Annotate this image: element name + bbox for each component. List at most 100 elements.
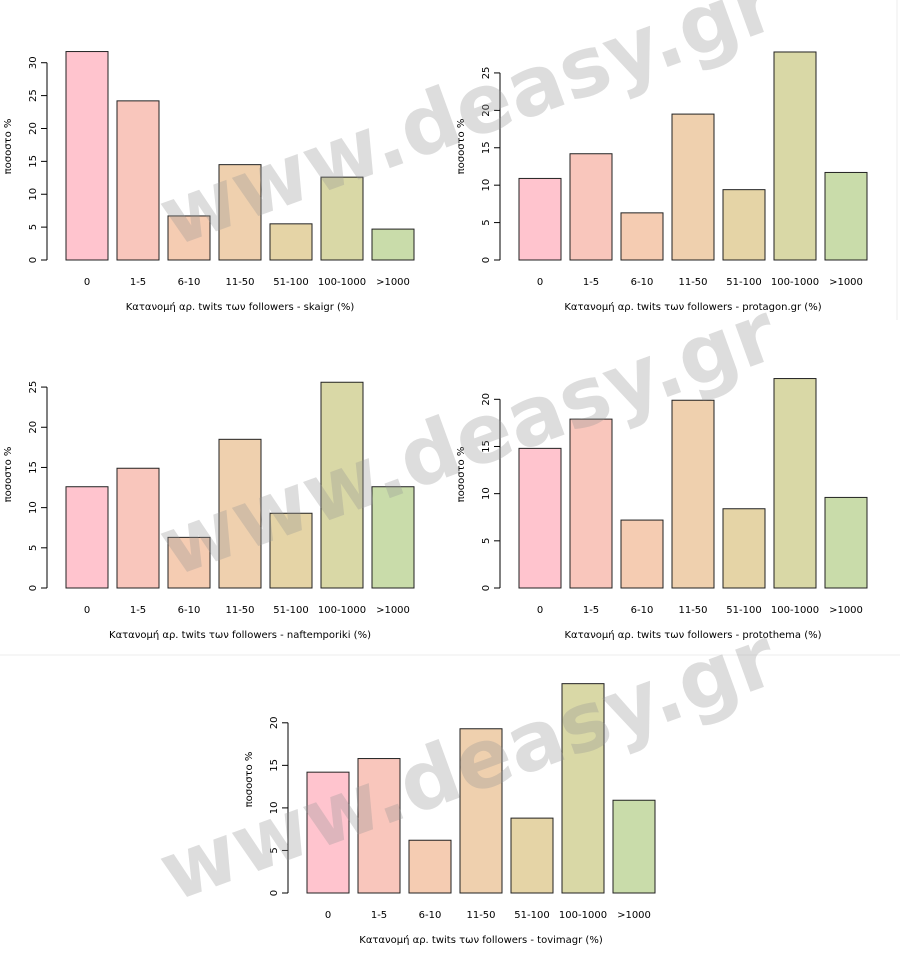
- y-tick-label: 25: [28, 381, 39, 394]
- y-tick-label: 10: [28, 501, 39, 514]
- x-axis-label: Κατανομή αρ. twits των followers - proto…: [564, 629, 821, 641]
- x-axis-label: Κατανομή αρ. twits των followers - tovim…: [359, 934, 603, 946]
- y-axis-label: ποσοστο %: [456, 447, 467, 503]
- x-tick-label: >1000: [617, 910, 651, 921]
- x-tick-label: >1000: [829, 605, 863, 616]
- x-tick-label: 0: [84, 605, 90, 616]
- bar: [65, 486, 109, 589]
- x-tick-label: 1-5: [130, 277, 146, 288]
- x-tick-label: 11-50: [678, 277, 707, 288]
- y-axis-label: ποσοστο %: [244, 752, 255, 808]
- bar: [320, 381, 364, 589]
- y-tick-label: 10: [481, 487, 492, 500]
- y-tick-label: 15: [481, 440, 492, 453]
- bar: [671, 113, 715, 261]
- x-tick-label: 1-5: [371, 910, 387, 921]
- y-tick-label: 15: [269, 759, 280, 772]
- x-tick-label: 6-10: [631, 605, 654, 616]
- bar: [167, 215, 211, 261]
- x-tick-label: 1-5: [130, 605, 146, 616]
- x-tick-label: 11-50: [466, 910, 495, 921]
- x-tick-label: 0: [325, 910, 331, 921]
- bar: [773, 378, 817, 589]
- x-tick-label: >1000: [376, 277, 410, 288]
- y-tick-label: 5: [28, 224, 39, 230]
- y-axis-label: ποσοστο %: [3, 447, 14, 503]
- x-tick-label: 51-100: [273, 605, 308, 616]
- y-tick-label: 15: [28, 155, 39, 168]
- x-tick-label: 6-10: [631, 277, 654, 288]
- y-tick-label: 0: [28, 257, 39, 263]
- bar: [671, 399, 715, 589]
- y-tick-label: 10: [269, 802, 280, 815]
- x-tick-label: >1000: [829, 277, 863, 288]
- bar: [306, 771, 350, 894]
- bar: [218, 164, 262, 261]
- y-tick-label: 30: [28, 56, 39, 69]
- x-tick-label: 6-10: [178, 277, 201, 288]
- x-tick-label: >1000: [376, 605, 410, 616]
- bar: [722, 189, 766, 261]
- y-tick-label: 20: [481, 393, 492, 406]
- y-tick-label: 5: [481, 219, 492, 225]
- y-tick-label: 5: [28, 545, 39, 551]
- y-tick-label: 0: [481, 585, 492, 591]
- x-tick-label: 0: [537, 605, 543, 616]
- bar: [65, 51, 109, 261]
- x-tick-label: 100-1000: [771, 605, 819, 616]
- y-tick-label: 10: [481, 179, 492, 192]
- x-axis-label: Κατανομή αρ. twits των followers - skaig…: [126, 301, 355, 313]
- y-tick-label: 0: [269, 890, 280, 896]
- bar: [269, 223, 313, 261]
- y-tick-label: 20: [28, 421, 39, 434]
- bar: [320, 176, 364, 261]
- y-tick-label: 5: [481, 538, 492, 544]
- bar: [722, 508, 766, 589]
- bar: [167, 536, 211, 589]
- bar: [116, 100, 160, 261]
- x-tick-label: 100-1000: [318, 605, 366, 616]
- bar: [620, 212, 664, 261]
- bar: [510, 817, 554, 894]
- x-tick-label: 100-1000: [318, 277, 366, 288]
- y-tick-label: 5: [269, 847, 280, 853]
- y-axis-label: ποσοστο %: [456, 119, 467, 175]
- x-tick-label: 6-10: [178, 605, 201, 616]
- y-tick-label: 25: [28, 89, 39, 102]
- bar: [824, 496, 868, 589]
- bar: [116, 467, 160, 589]
- bar: [357, 758, 401, 894]
- x-tick-label: 11-50: [225, 605, 254, 616]
- bar: [218, 438, 262, 589]
- x-tick-label: 0: [537, 277, 543, 288]
- bar: [459, 728, 503, 894]
- y-tick-label: 20: [269, 716, 280, 729]
- x-tick-label: 6-10: [419, 910, 442, 921]
- y-tick-label: 10: [28, 188, 39, 201]
- bar: [561, 683, 605, 894]
- x-tick-label: 11-50: [678, 605, 707, 616]
- y-tick-label: 20: [28, 122, 39, 135]
- x-tick-label: 1-5: [583, 277, 599, 288]
- bar: [824, 171, 868, 261]
- bar: [569, 153, 613, 261]
- x-tick-label: 100-1000: [771, 277, 819, 288]
- x-tick-label: 51-100: [273, 277, 308, 288]
- bar: [269, 512, 313, 589]
- bar: [569, 418, 613, 589]
- x-tick-label: 51-100: [726, 277, 761, 288]
- y-tick-label: 20: [481, 104, 492, 117]
- x-tick-label: 100-1000: [559, 910, 607, 921]
- bar: [620, 519, 664, 589]
- y-axis-label: ποσοστο %: [3, 119, 14, 175]
- bar: [518, 177, 562, 261]
- bar: [518, 447, 562, 589]
- bar: [773, 51, 817, 261]
- y-tick-label: 0: [28, 585, 39, 591]
- bar: [371, 486, 415, 589]
- x-tick-label: 51-100: [514, 910, 549, 921]
- bar: [408, 839, 452, 894]
- x-tick-label: 0: [84, 277, 90, 288]
- bar: [612, 799, 656, 894]
